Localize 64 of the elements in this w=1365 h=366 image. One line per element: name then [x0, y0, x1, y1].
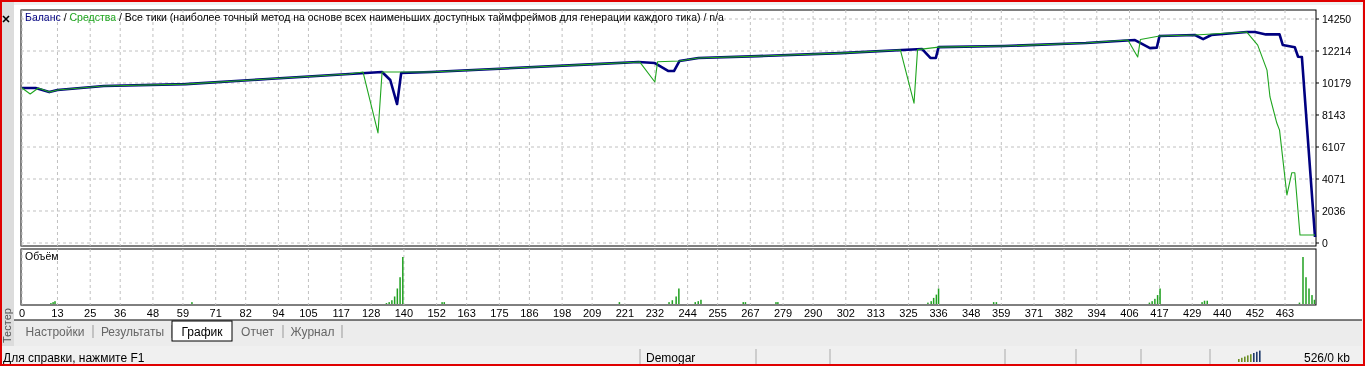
x-tick-label: 117	[332, 307, 350, 319]
x-tick-label: 302	[836, 307, 855, 319]
x-tick-label: 186	[520, 307, 539, 319]
x-tick-label: 440	[1213, 307, 1232, 319]
x-tick-label: 371	[1024, 307, 1044, 319]
y-tick-label: 10179	[1322, 76, 1352, 89]
x-tick-label: 36	[114, 307, 127, 319]
x-tick-label: 463	[1275, 307, 1295, 319]
chart-title: Все тики (наиболее точный метод на основе всех наименьших доступных таймфреймов для генерации каждого тика) / n/a	[124, 11, 725, 23]
y-tick-label: 6107	[1322, 141, 1346, 153]
text: Баланс	[25, 11, 61, 23]
text: 526/0 kb	[1303, 351, 1351, 365]
y-tick-label: 14250	[1322, 13, 1352, 25]
x-tick-label: 48	[146, 307, 160, 319]
x-tick-label: 94	[272, 307, 285, 319]
x-tick-label: 25	[84, 307, 97, 319]
text: Для справки, нажмите F1	[3, 351, 145, 365]
x-tick-label: 209	[582, 307, 602, 319]
y-tick-label: 4071	[1322, 173, 1346, 186]
x-tick-label: 232	[645, 307, 665, 319]
x-tick-label: 348	[962, 307, 981, 319]
x-tick-label: 452	[1245, 307, 1265, 319]
x-tick-label: 429	[1183, 307, 1202, 319]
annotation: /	[60, 11, 70, 23]
x-tick-label: 279	[773, 307, 793, 319]
text: Отчет	[241, 325, 275, 339]
text: Результаты	[100, 325, 165, 339]
x-tick-label: 359	[992, 307, 1011, 319]
x-tick-label: 59	[176, 307, 190, 319]
x-tick-label: 290	[803, 307, 823, 319]
x-tick-label: 0	[18, 307, 26, 319]
x-tick-label: 336	[929, 307, 948, 319]
x-tick-label: 13	[51, 307, 64, 319]
y-tick-label: 2036	[1322, 205, 1346, 217]
x-tick-label: 140	[394, 307, 414, 319]
text: Настройки	[25, 325, 85, 339]
chart-title: Объём	[25, 250, 59, 262]
x-tick-label: 313	[866, 307, 885, 319]
text: Тестер	[1, 308, 13, 343]
x-tick-label: 267	[741, 307, 760, 319]
x-tick-label: 128	[361, 307, 381, 319]
x-tick-label: 198	[552, 307, 572, 319]
text: График	[181, 325, 224, 339]
x-tick-label: 325	[899, 307, 918, 319]
x-tick-label: 255	[708, 307, 727, 319]
x-tick-label: 152	[427, 307, 446, 319]
x-tick-label: 417	[1150, 307, 1169, 319]
x-tick-label: 175	[490, 307, 509, 319]
x-tick-label: 382	[1054, 307, 1074, 319]
x-tick-label: 394	[1087, 307, 1106, 319]
text: Журнал	[290, 325, 335, 339]
x-tick-label: 105	[299, 307, 318, 319]
x-tick-label: 71	[209, 307, 222, 319]
y-tick-label: 12214	[1322, 45, 1352, 57]
x-tick-label: 406	[1120, 307, 1139, 319]
y-tick-label: 8143	[1322, 109, 1346, 121]
text: Средства	[69, 11, 117, 23]
annotation: /	[116, 11, 125, 23]
x-tick-label: 82	[239, 307, 252, 319]
text: Demogar	[646, 351, 696, 365]
y-tick-label: 0	[1322, 237, 1328, 249]
x-tick-label: 163	[457, 307, 476, 319]
x-tick-label: 221	[615, 307, 635, 319]
x-tick-label: 244	[678, 307, 697, 319]
